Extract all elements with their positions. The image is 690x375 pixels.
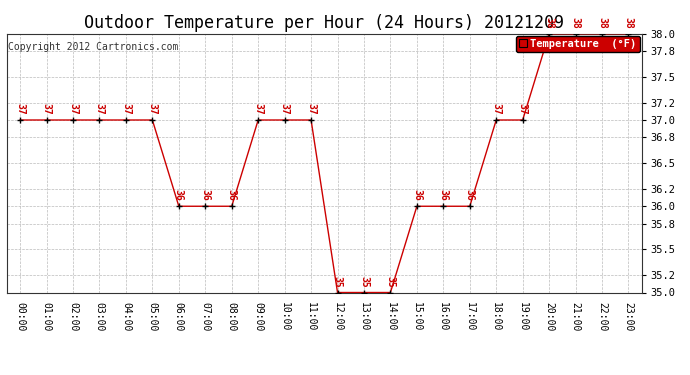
Title: Outdoor Temperature per Hour (24 Hours) 20121209: Outdoor Temperature per Hour (24 Hours) … [84, 14, 564, 32]
Text: 38: 38 [597, 17, 607, 28]
Text: 38: 38 [571, 17, 580, 28]
Text: 36: 36 [200, 189, 210, 201]
Text: 37: 37 [518, 103, 528, 115]
Text: 36: 36 [412, 189, 422, 201]
Text: 37: 37 [279, 103, 290, 115]
Text: 37: 37 [121, 103, 131, 115]
Text: 36: 36 [227, 189, 237, 201]
Text: 38: 38 [544, 17, 554, 28]
Text: 37: 37 [15, 103, 25, 115]
Legend: Temperature  (°F): Temperature (°F) [515, 36, 640, 52]
Text: 37: 37 [41, 103, 52, 115]
Text: 35: 35 [386, 276, 395, 287]
Text: 36: 36 [465, 189, 475, 201]
Text: 37: 37 [306, 103, 316, 115]
Text: 37: 37 [68, 103, 78, 115]
Text: 37: 37 [148, 103, 157, 115]
Text: Copyright 2012 Cartronics.com: Copyright 2012 Cartronics.com [8, 42, 179, 51]
Text: 37: 37 [491, 103, 501, 115]
Text: 36: 36 [438, 189, 449, 201]
Text: 37: 37 [253, 103, 263, 115]
Text: 37: 37 [95, 103, 104, 115]
Text: 36: 36 [174, 189, 184, 201]
Text: 35: 35 [359, 276, 369, 287]
Text: 35: 35 [333, 276, 342, 287]
Text: 38: 38 [624, 17, 633, 28]
